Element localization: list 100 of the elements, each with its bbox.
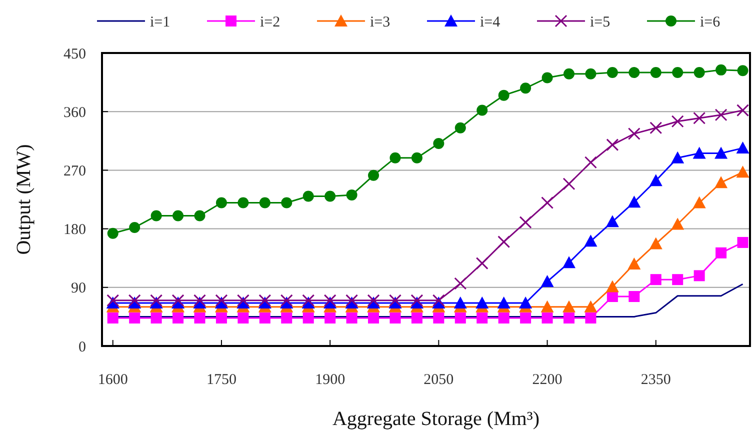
point <box>692 146 706 159</box>
point <box>737 65 748 76</box>
point <box>128 294 141 307</box>
point <box>542 72 553 84</box>
point <box>106 294 120 307</box>
point <box>390 152 401 164</box>
point <box>737 236 748 248</box>
point <box>302 190 314 202</box>
point <box>368 312 380 324</box>
point <box>454 312 466 324</box>
point <box>476 296 489 309</box>
point <box>714 108 728 122</box>
point <box>650 274 662 286</box>
x-tick-label: 2050 <box>424 372 454 388</box>
point <box>150 312 162 324</box>
point <box>390 312 401 324</box>
point <box>129 312 140 324</box>
point <box>258 294 272 307</box>
point <box>410 294 424 307</box>
point <box>346 189 358 200</box>
legend-label: i=1 <box>150 14 170 30</box>
point <box>238 312 249 324</box>
point <box>628 257 641 270</box>
point <box>280 294 293 307</box>
point <box>693 112 706 124</box>
point <box>281 312 292 324</box>
y-tick-label: 270 <box>64 163 86 180</box>
point <box>716 247 727 258</box>
point <box>324 312 336 324</box>
point <box>498 312 510 324</box>
point <box>216 312 227 324</box>
point <box>541 196 554 210</box>
point <box>628 196 641 208</box>
point <box>367 294 380 307</box>
point <box>433 312 444 324</box>
x-tick-label: 1750 <box>206 372 236 388</box>
point <box>454 277 467 290</box>
point <box>476 312 488 324</box>
point <box>172 210 184 222</box>
point <box>563 68 574 80</box>
point <box>650 122 662 134</box>
point <box>107 312 118 324</box>
point <box>107 228 118 239</box>
point <box>454 296 467 309</box>
point <box>498 90 510 101</box>
point <box>259 312 270 324</box>
point <box>606 215 619 228</box>
point <box>736 142 750 154</box>
point <box>563 312 574 324</box>
point <box>129 222 140 233</box>
point <box>324 190 336 202</box>
point <box>193 294 206 307</box>
point <box>649 174 662 186</box>
point <box>498 236 510 248</box>
y-tick-label: 0 <box>78 339 86 356</box>
point <box>714 176 728 188</box>
legend-label: i=5 <box>590 14 610 30</box>
point <box>520 312 532 324</box>
point <box>736 166 750 178</box>
point <box>432 294 445 307</box>
point <box>150 294 163 307</box>
point <box>584 156 597 169</box>
y-axis-title: Output (MW) <box>13 144 35 255</box>
legend-label: i=6 <box>700 14 721 30</box>
point <box>476 104 488 116</box>
point <box>519 216 532 229</box>
point <box>562 300 576 312</box>
point <box>259 197 270 208</box>
point <box>172 312 184 324</box>
point <box>497 296 510 309</box>
point <box>584 300 598 312</box>
legend-label: i=3 <box>370 14 390 30</box>
x-tick-label: 2200 <box>532 372 562 388</box>
point <box>519 296 532 309</box>
point <box>411 152 422 164</box>
point <box>606 67 618 78</box>
point <box>520 82 532 94</box>
point <box>628 291 640 302</box>
point <box>628 127 640 140</box>
point <box>694 270 705 282</box>
point <box>714 146 728 159</box>
point <box>302 312 314 324</box>
point <box>454 122 466 134</box>
x-axis-title: Aggregate Storage (Mm³) <box>332 408 540 430</box>
point <box>716 64 727 76</box>
point <box>476 257 488 270</box>
point <box>606 280 619 292</box>
point <box>194 312 206 324</box>
point <box>194 210 206 222</box>
y-tick-label: 90 <box>71 280 86 297</box>
point <box>346 294 358 307</box>
point <box>150 210 162 222</box>
point <box>346 312 358 324</box>
x-tick-label: 1600 <box>98 372 128 388</box>
x-tick-label: 2350 <box>640 372 671 388</box>
point <box>238 197 249 208</box>
point <box>606 291 618 302</box>
point <box>671 218 684 230</box>
point <box>368 170 380 181</box>
legend-label: i=2 <box>260 14 280 30</box>
